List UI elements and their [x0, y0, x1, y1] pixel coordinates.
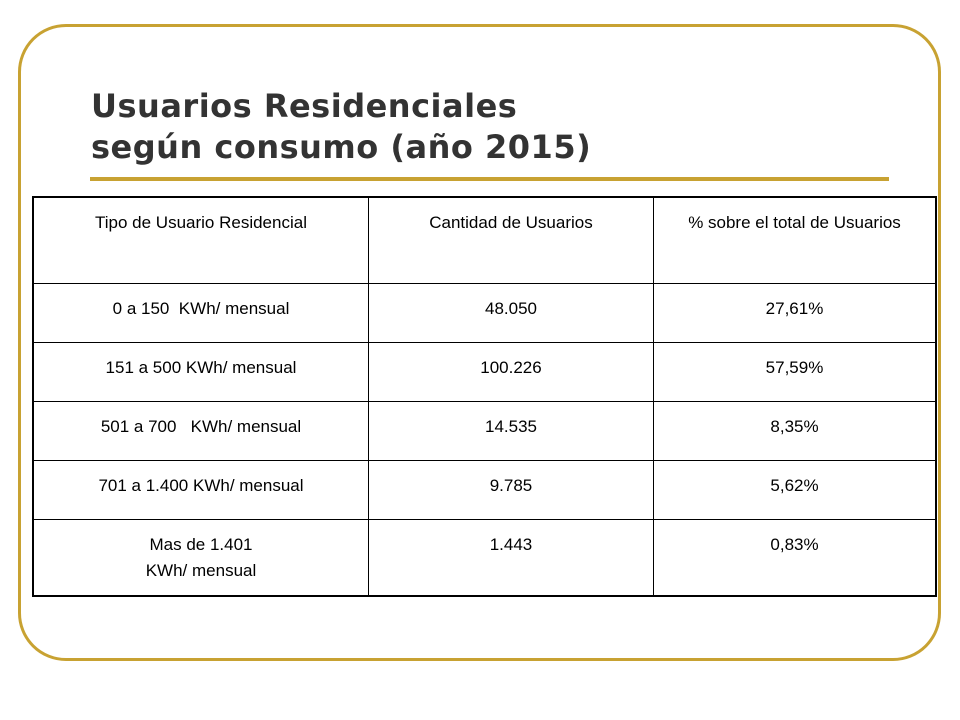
cell-tipo: 701 a 1.400 KWh/ mensual: [32, 459, 369, 520]
table-row: 701 a 1.400 KWh/ mensual 9.785 5,62%: [32, 459, 937, 520]
cell-tipo: Mas de 1.401 KWh/ mensual: [32, 518, 369, 597]
cell-cantidad: 100.226: [368, 341, 654, 402]
cell-cantidad: 9.785: [368, 459, 654, 520]
table-row: 151 a 500 KWh/ mensual 100.226 57,59%: [32, 341, 937, 402]
cell-tipo: 501 a 700 KWh/ mensual: [32, 400, 369, 461]
title-line-1: Usuarios Residenciales: [91, 87, 518, 125]
cell-cantidad: 1.443: [368, 518, 654, 597]
cell-cantidad: 48.050: [368, 282, 654, 343]
title-line-2: según consumo (año 2015): [91, 128, 592, 166]
cell-tipo-line-1: Mas de 1.401: [149, 534, 253, 554]
title-underline: [90, 177, 889, 181]
cell-porcentaje: 57,59%: [653, 341, 937, 402]
header-cantidad: Cantidad de Usuarios: [368, 196, 654, 284]
cell-tipo-line-2: KWh/ mensual: [145, 560, 257, 580]
cell-tipo: 151 a 500 KWh/ mensual: [32, 341, 369, 402]
table-header-row: Tipo de Usuario Residencial Cantidad de …: [32, 196, 937, 284]
header-tipo: Tipo de Usuario Residencial: [32, 196, 369, 284]
slide-frame: [18, 24, 941, 661]
cell-porcentaje: 27,61%: [653, 282, 937, 343]
slide-title: Usuarios Residenciales según consumo (añ…: [91, 86, 591, 168]
table-row: 501 a 700 KWh/ mensual 14.535 8,35%: [32, 400, 937, 461]
cell-porcentaje: 0,83%: [653, 518, 937, 597]
cell-porcentaje: 5,62%: [653, 459, 937, 520]
header-porcentaje: % sobre el total de Usuarios: [653, 196, 937, 284]
table-row: Mas de 1.401 KWh/ mensual 1.443 0,83%: [32, 518, 937, 597]
table-row: 0 a 150 KWh/ mensual 48.050 27,61%: [32, 282, 937, 343]
cell-porcentaje: 8,35%: [653, 400, 937, 461]
cell-tipo: 0 a 150 KWh/ mensual: [32, 282, 369, 343]
usuarios-table: Tipo de Usuario Residencial Cantidad de …: [32, 196, 937, 597]
cell-cantidad: 14.535: [368, 400, 654, 461]
